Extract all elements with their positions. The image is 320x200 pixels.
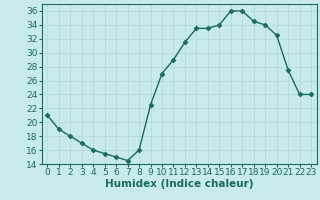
X-axis label: Humidex (Indice chaleur): Humidex (Indice chaleur) [105, 179, 253, 189]
